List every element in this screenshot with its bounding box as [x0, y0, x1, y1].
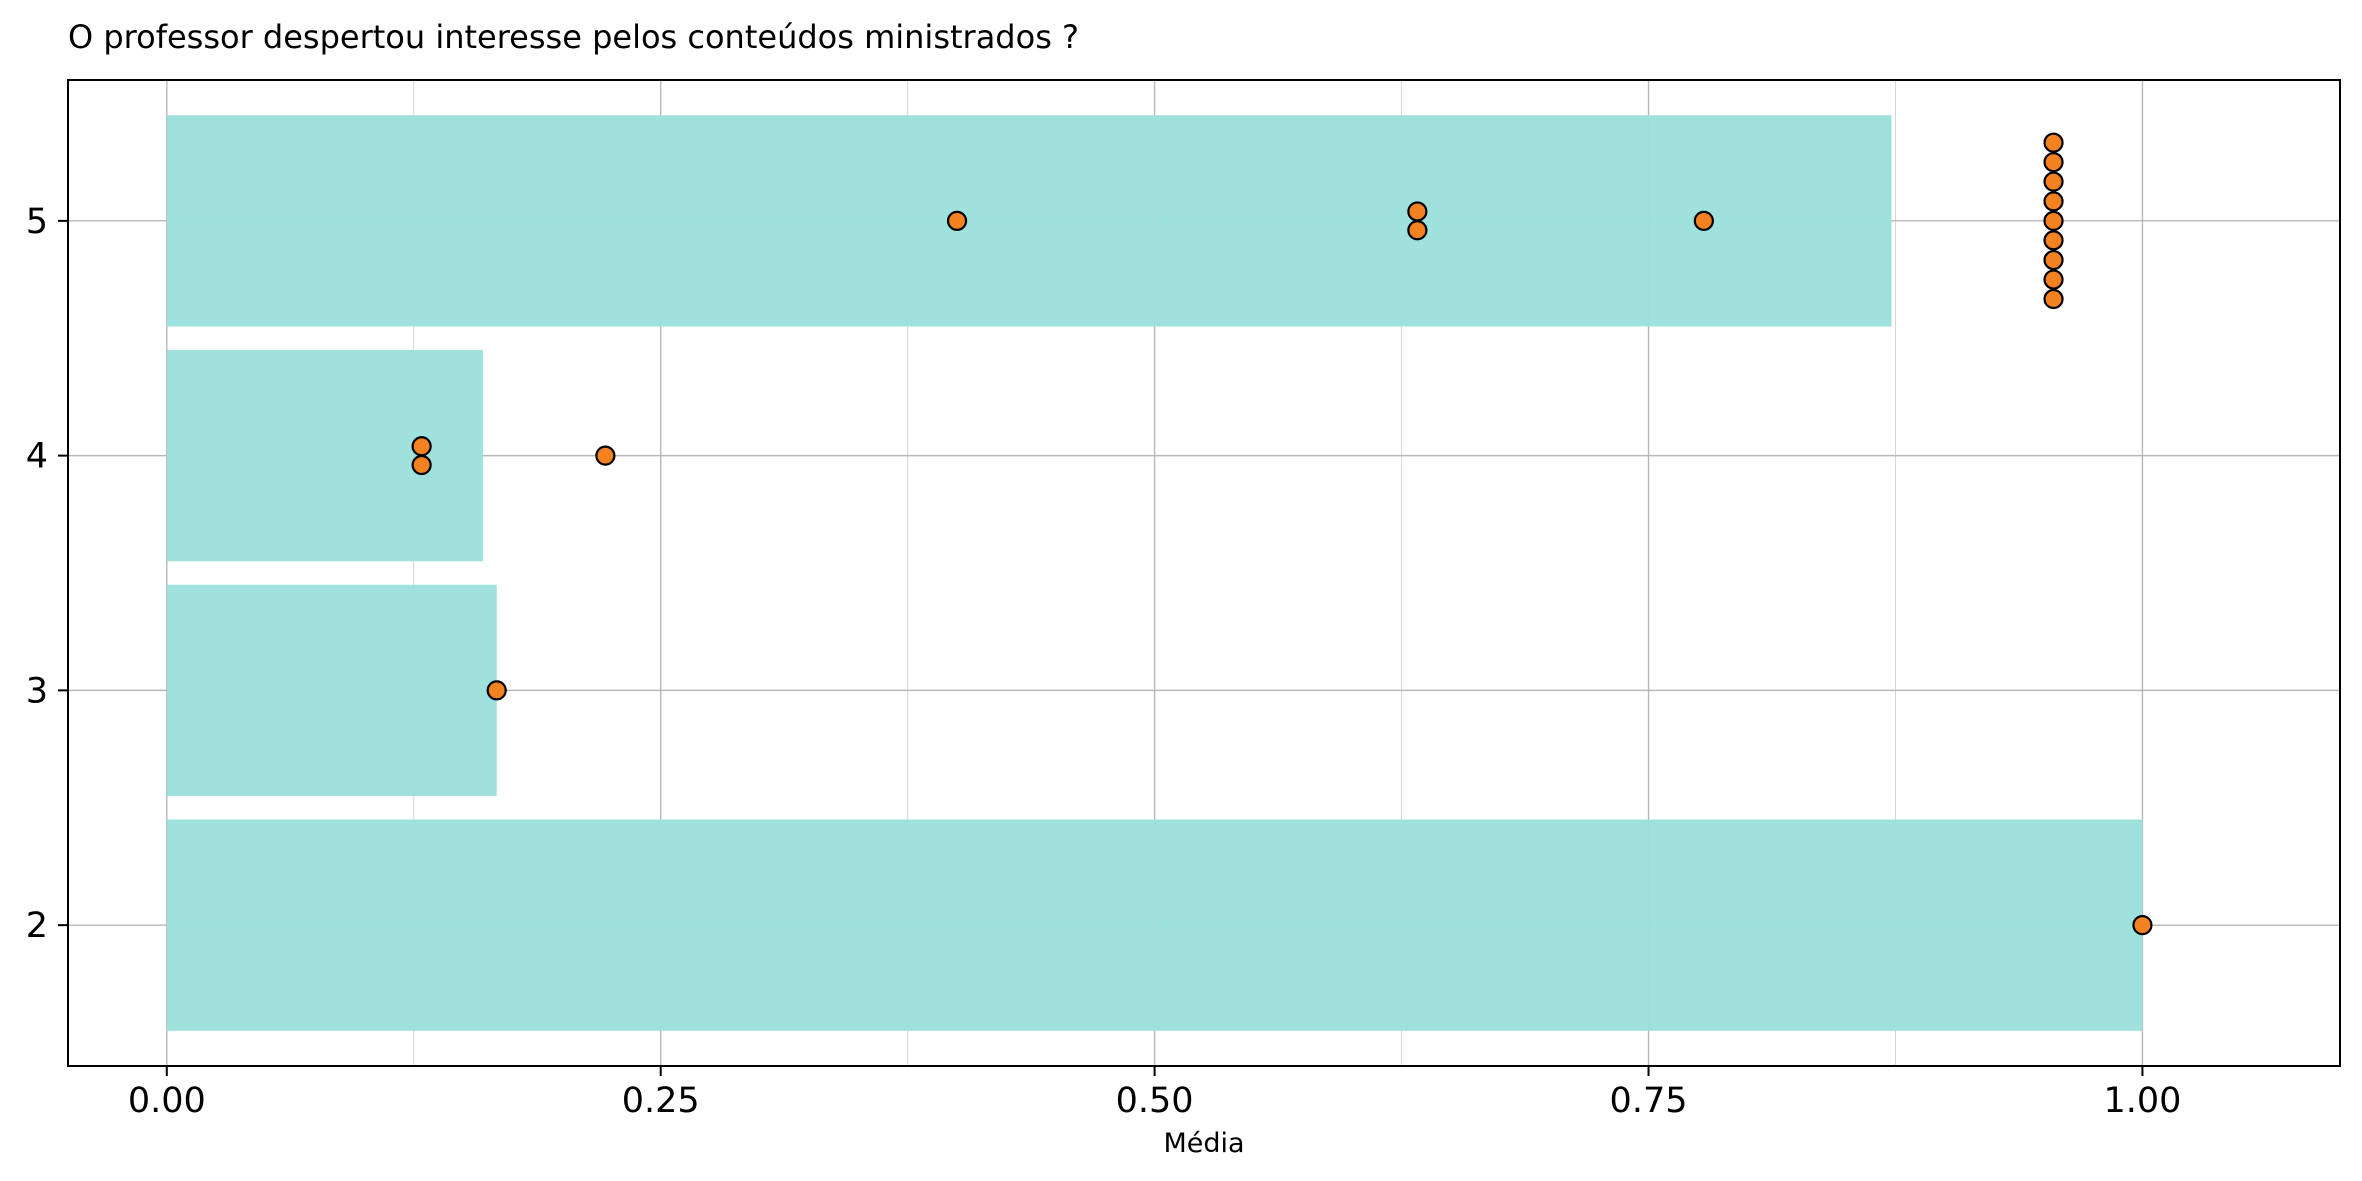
- y-tick-label: 3: [26, 671, 48, 711]
- y-tick-label: 5: [26, 202, 48, 242]
- data-point: [2043, 230, 2064, 251]
- data-point: [2043, 288, 2064, 310]
- plot-frame: [67, 79, 2341, 1067]
- data-point: [2043, 152, 2064, 173]
- ticks: 0.00 0.25 0.50 0.75 1.00 2 3 4 5: [26, 202, 2182, 1121]
- x-tick-label: 0.50: [1116, 1081, 1194, 1121]
- x-tick-label: 0.00: [128, 1081, 206, 1121]
- data-point: [1407, 201, 1428, 222]
- data-point: [2132, 915, 2153, 936]
- x-tick-label: 1.00: [2103, 1081, 2181, 1121]
- bars: [166, 115, 2143, 1031]
- data-point: [595, 445, 616, 466]
- y-tick-label: 2: [26, 906, 48, 946]
- data-point: [946, 210, 968, 231]
- x-axis-label: Média: [1163, 1128, 1244, 1159]
- data-point: [1407, 220, 1428, 241]
- points: [411, 132, 2153, 936]
- bar: [166, 819, 2143, 1031]
- bar: [166, 349, 483, 562]
- data-point: [411, 436, 432, 457]
- data-point: [2043, 171, 2064, 192]
- y-tick-label: 4: [26, 437, 48, 477]
- x-tick-label: 0.25: [622, 1081, 700, 1121]
- data-point: [2043, 191, 2064, 212]
- data-point: [411, 454, 432, 476]
- data-point: [486, 680, 507, 701]
- x-tick-label: 0.75: [1610, 1081, 1688, 1121]
- data-point: [2043, 132, 2064, 153]
- chart-title: O professor despertou interesse pelos co…: [68, 18, 1079, 56]
- data-point: [1693, 210, 1714, 231]
- bar: [166, 584, 497, 797]
- bar: [166, 115, 1892, 327]
- data-point: [2043, 249, 2064, 271]
- data-point: [2043, 269, 2064, 290]
- data-point: [2043, 210, 2064, 231]
